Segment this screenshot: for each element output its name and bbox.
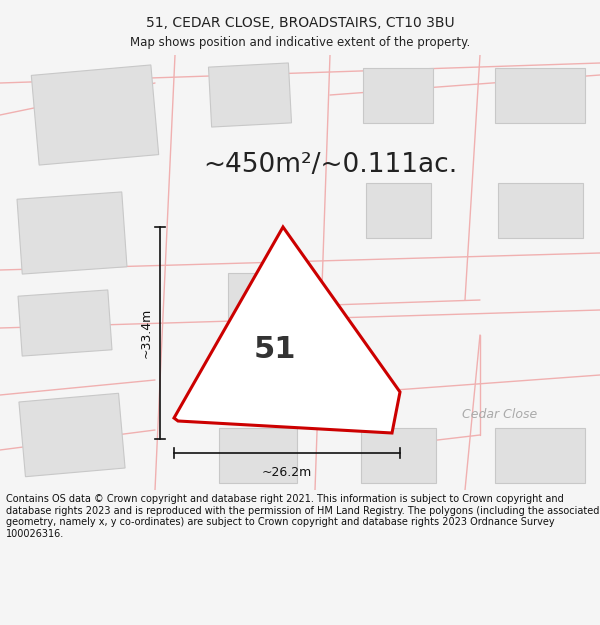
Polygon shape: [495, 428, 585, 483]
Text: Contains OS data © Crown copyright and database right 2021. This information is : Contains OS data © Crown copyright and d…: [6, 494, 599, 539]
Text: ~33.4m: ~33.4m: [139, 308, 152, 358]
Text: Map shows position and indicative extent of the property.: Map shows position and indicative extent…: [130, 36, 470, 49]
Polygon shape: [17, 192, 127, 274]
Polygon shape: [361, 428, 436, 483]
Polygon shape: [208, 63, 292, 127]
Text: ~26.2m: ~26.2m: [262, 466, 312, 479]
Polygon shape: [497, 182, 583, 238]
Polygon shape: [227, 272, 302, 328]
Text: 51, CEDAR CLOSE, BROADSTAIRS, CT10 3BU: 51, CEDAR CLOSE, BROADSTAIRS, CT10 3BU: [146, 16, 454, 30]
Polygon shape: [363, 68, 433, 122]
Text: ~450m²/~0.111ac.: ~450m²/~0.111ac.: [203, 152, 457, 178]
Polygon shape: [18, 290, 112, 356]
Text: Cedar Close: Cedar Close: [463, 409, 538, 421]
Polygon shape: [365, 182, 431, 238]
Polygon shape: [174, 227, 400, 433]
Polygon shape: [219, 428, 297, 483]
Polygon shape: [31, 65, 158, 165]
Polygon shape: [19, 393, 125, 477]
Text: 51: 51: [254, 336, 296, 364]
Polygon shape: [495, 68, 585, 122]
